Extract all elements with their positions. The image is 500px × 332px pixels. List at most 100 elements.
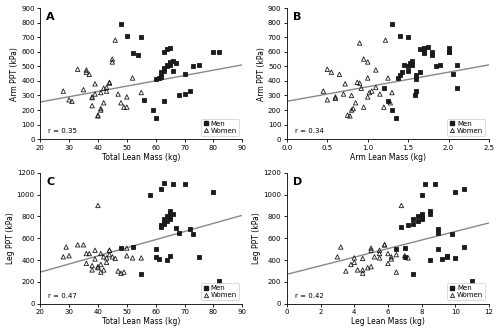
Point [128,50,136,56]
Point [460,244,468,250]
Point [431,181,439,186]
Point [88,263,96,268]
Point [358,86,366,91]
Point [421,181,429,186]
Point [82,261,90,266]
Point [367,248,375,253]
Point [152,77,160,82]
Point [412,72,420,78]
Y-axis label: Leg PPT (kPa): Leg PPT (kPa) [6,212,15,264]
Point [342,268,350,274]
X-axis label: Total Lean Mass (kg): Total Lean Mass (kg) [102,317,180,326]
Point [128,255,136,261]
Point [434,227,442,232]
Point [97,106,105,111]
Point [158,72,166,78]
Point [452,86,460,91]
Point [91,256,99,262]
Point [158,69,166,75]
Point [65,97,73,103]
Point [163,64,171,69]
Point [160,99,168,104]
Point [102,88,110,94]
Point [114,91,122,97]
Point [392,270,400,275]
Point [180,91,188,97]
Point [380,242,388,247]
Point [169,181,177,186]
Legend: Men, Women: Men, Women [200,119,239,136]
Point [443,254,451,260]
Point [97,262,105,267]
Point [152,254,160,260]
Point [364,59,372,65]
Point [404,68,412,73]
Point [364,94,372,100]
Point [386,100,394,106]
Point [426,208,434,213]
Point [420,50,428,56]
Point [360,105,368,110]
Point [97,251,105,256]
Point [434,230,442,235]
Point [152,246,160,252]
Point [140,97,148,103]
Text: B: B [293,12,302,22]
Point [404,255,412,261]
Point [97,270,105,275]
Point [401,253,409,258]
Point [332,96,340,101]
Point [372,67,380,73]
Point [160,221,168,227]
Point [424,45,432,50]
Point [120,105,128,110]
Point [452,190,460,195]
Point [97,90,105,95]
Legend: Men, Women: Men, Women [448,119,486,136]
Point [409,221,417,227]
Point [117,245,125,251]
Point [414,218,422,223]
Point [120,270,128,275]
Point [100,254,108,260]
Point [166,253,174,258]
Point [401,254,409,260]
Point [106,252,114,257]
Point [416,69,424,75]
Point [394,75,402,81]
Point [186,88,194,94]
Point [102,255,110,261]
Point [412,77,420,82]
Point [380,105,388,110]
Point [94,264,102,269]
Point [160,67,168,72]
Point [409,272,417,277]
X-axis label: Total Lean Mass (kg): Total Lean Mass (kg) [102,153,180,162]
Point [436,62,444,67]
Point [434,246,442,252]
Point [160,180,168,185]
Point [94,113,102,119]
Point [349,106,357,111]
Text: r = 0.34: r = 0.34 [295,128,324,134]
Point [80,87,88,92]
Point [160,68,168,73]
Point [452,62,460,67]
Point [117,100,125,106]
Point [108,254,116,260]
Point [426,211,434,217]
Point [384,99,392,104]
Point [68,99,76,104]
Point [149,107,157,113]
Point [106,248,114,253]
Point [146,192,154,197]
Point [384,75,392,81]
Point [195,254,203,260]
Point [444,49,452,54]
Point [163,214,171,219]
Point [348,107,356,113]
Point [448,231,456,236]
Point [160,49,168,54]
Point [347,262,355,267]
Legend: Men, Women: Men, Women [448,283,486,300]
